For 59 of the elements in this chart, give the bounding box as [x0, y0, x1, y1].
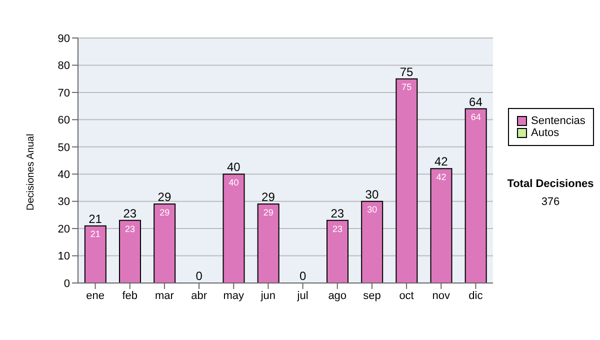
bar: [396, 78, 418, 283]
data-label: 75: [402, 82, 412, 92]
data-label: 64: [470, 112, 481, 122]
total-label: 64: [469, 94, 483, 109]
x-tick-label: feb: [122, 290, 138, 302]
y-axis-title: Decisiones Anual: [26, 134, 37, 210]
bar: [154, 204, 176, 283]
y-tick-label: 30: [58, 196, 70, 208]
total-label: 21: [88, 212, 102, 226]
x-tick-label: oct: [399, 290, 414, 302]
y-tick-label: 0: [64, 278, 70, 290]
total-label: 75: [400, 64, 414, 79]
total-label: 23: [330, 206, 344, 220]
x-tick-label: sep: [363, 290, 381, 302]
y-tick-label: 20: [58, 223, 70, 236]
x-tick-label: jun: [260, 290, 276, 302]
x-tick-label: nov: [432, 290, 450, 302]
data-label: 29: [263, 207, 274, 218]
bar: [430, 168, 452, 283]
total-label: 40: [226, 160, 241, 174]
y-tick-label: 90: [58, 32, 70, 45]
bar: [222, 174, 245, 283]
bar: [119, 220, 141, 283]
data-label: 23: [332, 224, 343, 234]
x-tick-label: mar: [154, 290, 174, 302]
total-label: 0: [196, 269, 203, 283]
x-tick-label: dic: [468, 290, 484, 302]
total-label: 23: [123, 206, 137, 220]
total-label: 29: [158, 190, 172, 204]
bar: [84, 225, 106, 283]
total-label: 42: [434, 154, 448, 169]
total-label: 0: [299, 269, 306, 283]
bar: [361, 200, 384, 283]
bar: [326, 220, 348, 283]
legend-label: Sentencias: [531, 115, 586, 127]
x-tick-label: jul: [296, 290, 308, 302]
text: Total Decisiones: [506, 178, 595, 190]
text: 376: [540, 196, 561, 208]
x-tick-label: ene: [86, 290, 104, 302]
x-tick-label: abr: [191, 290, 208, 302]
data-label: 42: [436, 172, 446, 182]
y-tick-label: 40: [58, 169, 70, 182]
data-label: 40: [228, 178, 239, 188]
data-label: 21: [90, 229, 100, 240]
y-tick-label: 10: [58, 250, 70, 263]
bar: [257, 204, 280, 283]
y-tick-label: 80: [58, 60, 70, 72]
bar: [464, 108, 487, 283]
x-tick-label: may: [223, 290, 245, 302]
total-label: 30: [365, 187, 379, 202]
data-label: 29: [160, 207, 170, 218]
x-tick-label: ago: [328, 290, 347, 302]
data-label: 30: [367, 204, 378, 215]
data-label: 23: [124, 224, 136, 234]
y-tick-label: 50: [58, 142, 70, 154]
legend-label: Autos: [531, 127, 560, 139]
y-tick-label: 70: [58, 87, 70, 100]
total-label: 29: [262, 190, 276, 204]
y-tick-label: 60: [58, 114, 70, 127]
